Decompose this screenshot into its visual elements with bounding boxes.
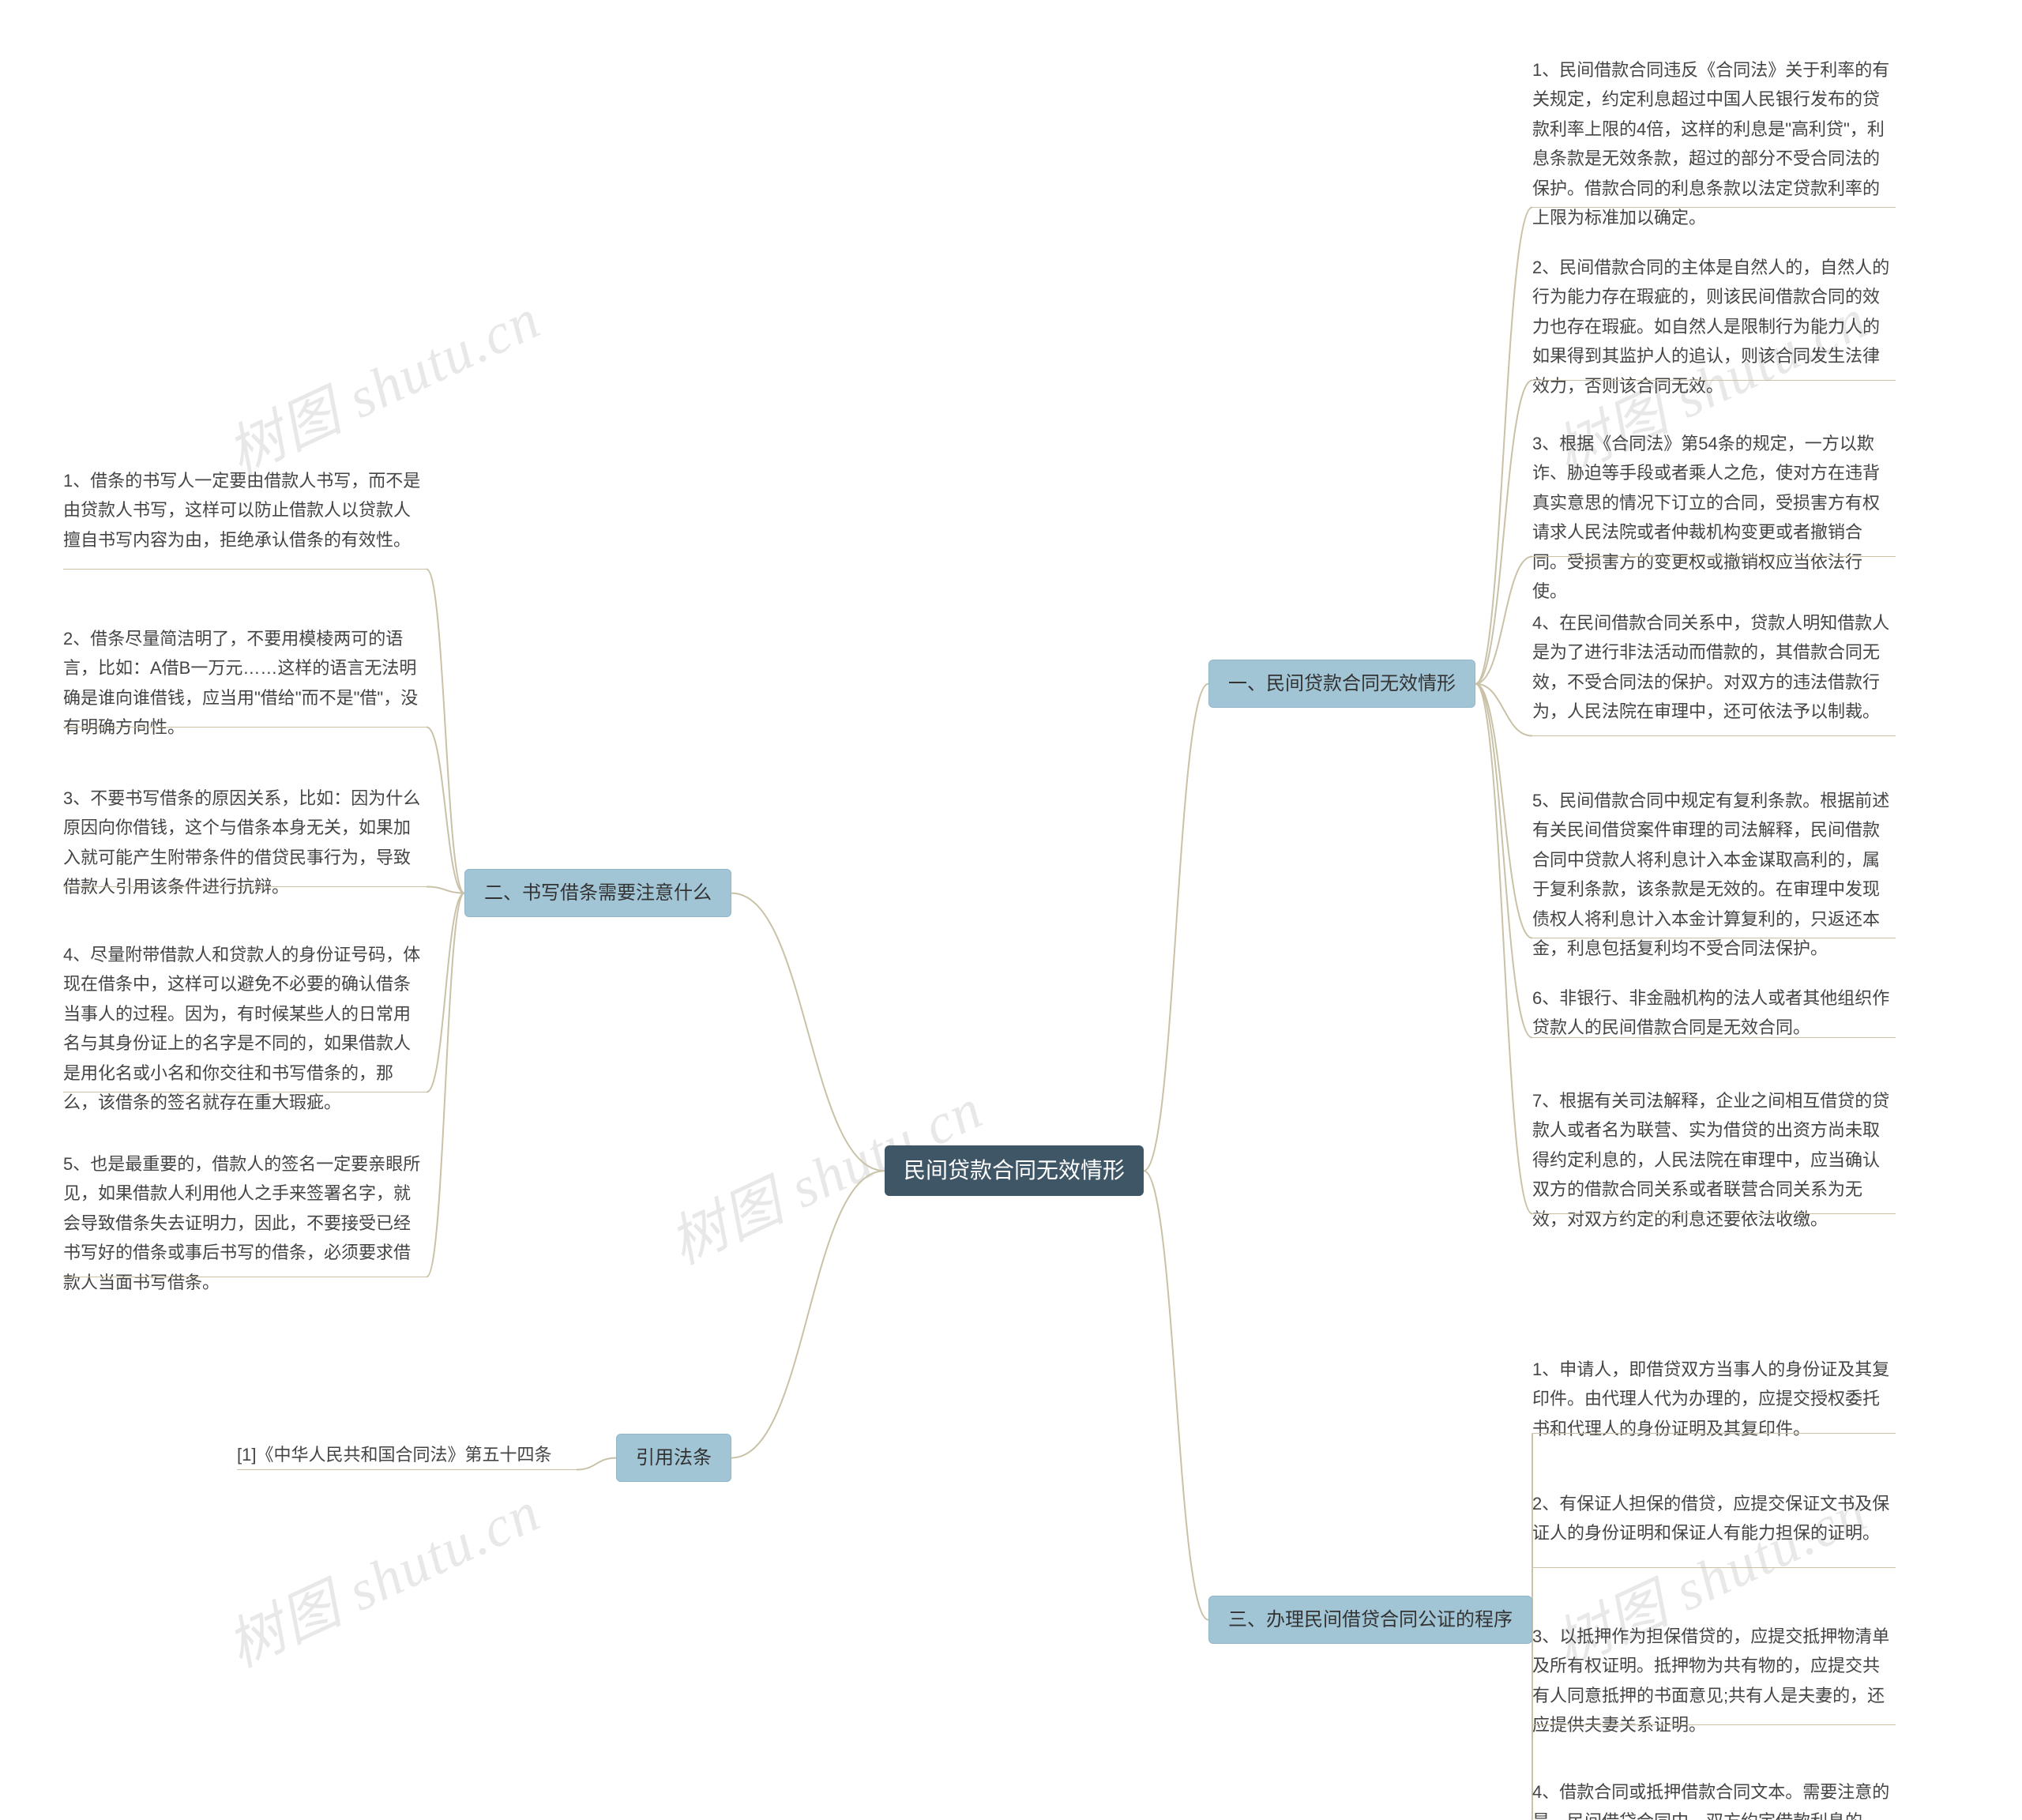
leaf-underline [1532,207,1896,208]
leaf-underline [1532,735,1896,736]
leaf-text: 2、借条尽量简洁明了，不要用模棱两可的语言，比如：A借B一万元……这样的语言无法… [63,624,427,743]
leaf-underline [63,569,427,570]
leaf-text: [1]《中华人民共和国合同法》第五十四条 [237,1440,577,1469]
leaf-text: 1、借条的书写人一定要由借款人书写，而不是由贷款人书写，这样可以防止借款人以贷款… [63,466,427,555]
leaf-text: 4、在民间借款合同关系中，贷款人明知借款人是为了进行非法活动而借款的，其借款合同… [1532,608,1896,727]
leaf-underline [1532,1213,1896,1214]
leaf-underline [63,727,427,728]
leaf-text: 3、根据《合同法》第54条的规定，一方以欺诈、胁迫等手段或者乘人之危，使对方在违… [1532,429,1896,606]
root-node[interactable]: 民间贷款合同无效情形 [885,1145,1144,1196]
leaf-underline [1532,1433,1896,1434]
watermark: 树图 shutu.cn [212,1465,551,1683]
leaf-underline [1532,1037,1896,1038]
leaf-text: 5、也是最重要的，借款人的签名一定要亲眼所见，如果借款人利用他人之手来签署名字，… [63,1149,427,1297]
watermark: 树图 shutu.cn [212,273,551,490]
branch-invalid-cases[interactable]: 一、民间贷款合同无效情形 [1208,660,1475,708]
leaf-underline [1532,1567,1896,1568]
leaf-text: 2、民间借款合同的主体是自然人的，自然人的行为能力存在瑕疵的，则该民间借款合同的… [1532,253,1896,400]
leaf-underline [237,1469,577,1470]
leaf-underline [1532,1724,1896,1725]
leaf-text: 2、有保证人担保的借贷，应提交保证文书及保证人的身份证明和保证人有能力担保的证明… [1532,1489,1896,1548]
branch-cited-laws[interactable]: 引用法条 [616,1434,731,1482]
leaf-underline [1532,556,1896,557]
branch-iou-notice[interactable]: 二、书写借条需要注意什么 [464,869,731,917]
leaf-text: 3、以抵押作为担保借贷的，应提交抵押物清单及所有权证明。抵押物为共有物的，应提交… [1532,1622,1896,1740]
leaf-text: 1、民间借款合同违反《合同法》关于利率的有关规定，约定利息超过中国人民银行发布的… [1532,55,1896,232]
leaf-text: 1、申请人，即借贷双方当事人的身份证及其复印件。由代理人代为办理的，应提交授权委… [1532,1355,1896,1443]
leaf-underline [63,886,427,887]
leaf-text: 7、根据有关司法解释，企业之间相互借贷的贷款人或者名为联营、实为借贷的出资方尚未… [1532,1086,1896,1234]
leaf-text: 3、不要书写借条的原因关系，比如：因为什么原因向你借钱，这个与借条本身无关，如果… [63,784,427,902]
leaf-text: 5、民间借款合同中规定有复利条款。根据前述有关民间借贷案件审理的司法解释，民间借… [1532,786,1896,963]
leaf-underline [1532,380,1896,381]
leaf-text: 4、尽量附带借款人和贷款人的身份证号码，体现在借条中，这样可以避免不必要的确认借… [63,940,427,1117]
leaf-text: 4、借款合同或抵押借款合同文本。需要注意的是，民间借贷合同中，双方约定借款利息的… [1532,1777,1896,1820]
branch-notarization[interactable]: 三、办理民间借贷合同公证的程序 [1208,1596,1532,1644]
leaf-text: 6、非银行、非金融机构的法人或者其他组织作贷款人的民间借款合同是无效合同。 [1532,983,1896,1043]
